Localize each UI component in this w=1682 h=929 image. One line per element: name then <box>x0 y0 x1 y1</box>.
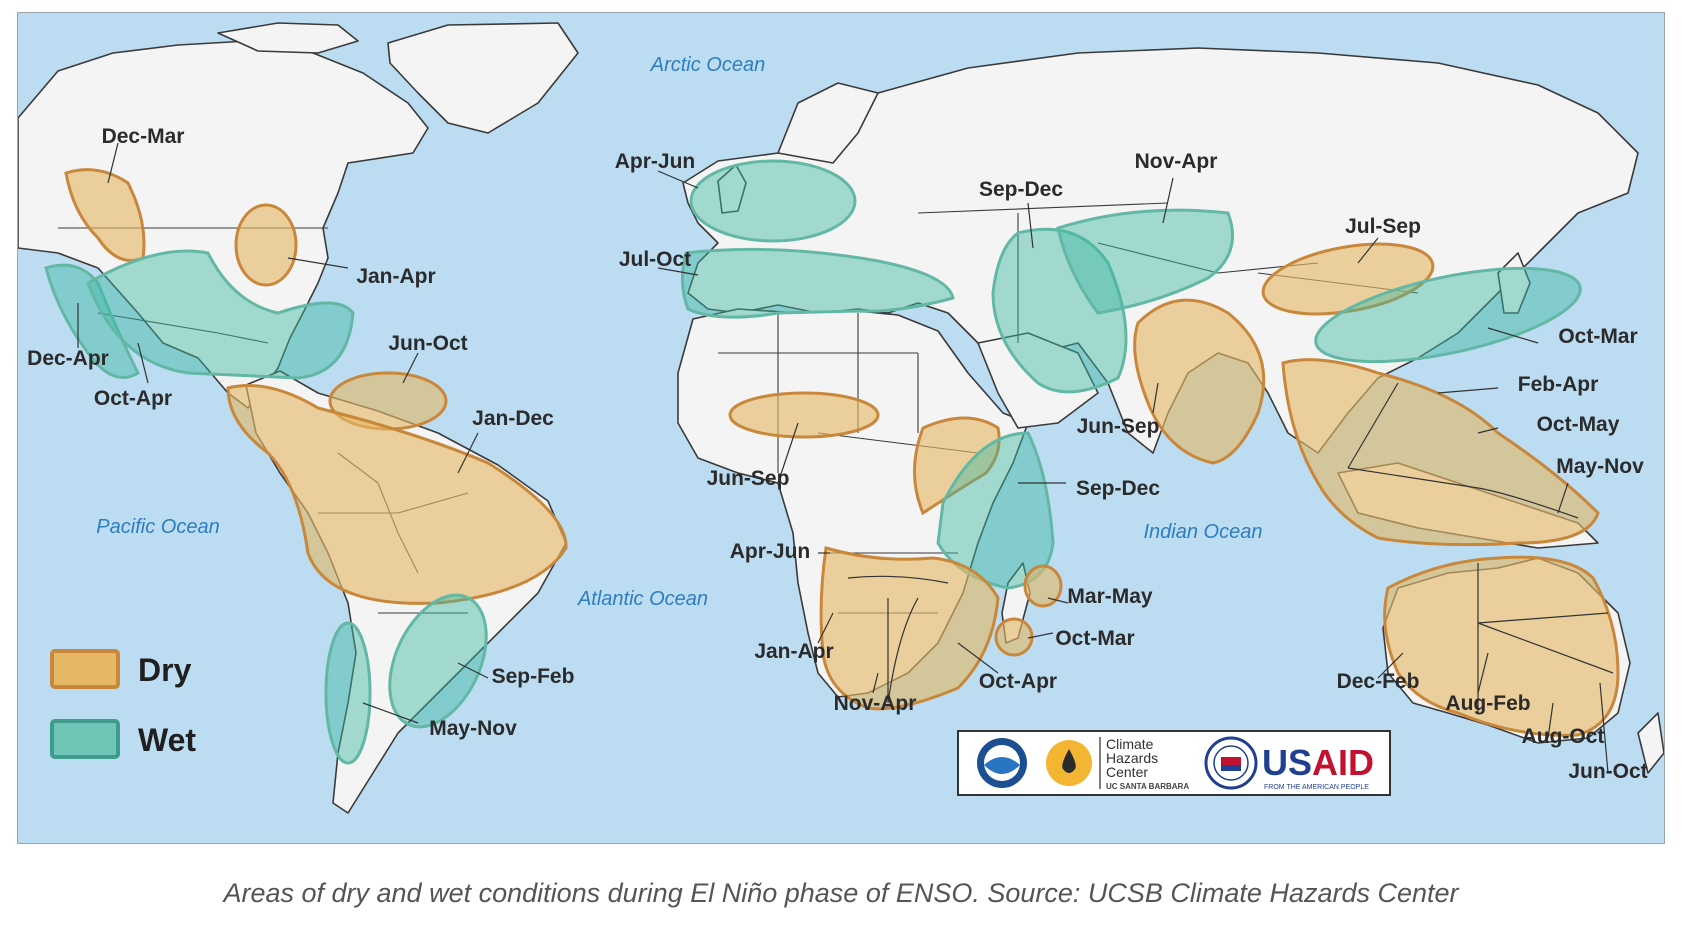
region-mediterranean-wet <box>681 247 955 319</box>
legend-dry-label: Dry <box>138 652 192 688</box>
legend-dry-swatch <box>50 649 120 689</box>
region-southeast-south-america-wet <box>388 593 488 729</box>
label-philippines: Oct-May <box>1537 413 1620 436</box>
label-russia: Nov-Apr <box>1135 150 1218 173</box>
legend: Dry Wet <box>50 649 196 759</box>
chc-line-2: Hazards <box>1106 750 1158 766</box>
region-central-asia-wet <box>991 227 1128 394</box>
label-us-south: Oct-Apr <box>94 387 172 410</box>
label-great-lakes: Jan-Apr <box>356 265 435 288</box>
legend-wet-label: Wet <box>138 722 196 758</box>
label-angola: Apr-Jun <box>730 540 811 563</box>
label-indonesia: May-Nov <box>1556 455 1644 478</box>
label-na-northwest: Dec-Mar <box>102 125 185 148</box>
arabia <box>977 332 1099 429</box>
label-australia-west: Dec-Feb <box>1337 670 1420 693</box>
pacific-ocean-label: Pacific Ocean <box>96 516 219 538</box>
label-chile: May-Nov <box>429 717 517 740</box>
ocean-labels: Arctic Ocean Pacific Ocean Atlantic Ocea… <box>96 54 1262 610</box>
usaid-wordmark: USAID <box>1262 742 1374 783</box>
arctic-ocean-label: Arctic Ocean <box>650 54 765 76</box>
region-labels: Dec-Mar Jan-Apr Dec-Apr Oct-Apr Jun-Oct … <box>27 125 1648 783</box>
sponsor-logos: Climate Hazards Center UC SANTA BARBARA … <box>957 730 1391 796</box>
noaa-logo <box>977 738 1027 788</box>
region-north-china-dry <box>1261 242 1435 316</box>
region-australia-dry <box>1383 555 1620 737</box>
region-northwest-europe-wet <box>689 159 857 243</box>
label-east-africa: Sep-Dec <box>1076 477 1160 500</box>
greenland <box>387 22 579 134</box>
label-central-asia: Sep-Dec <box>979 178 1063 201</box>
region-russia-wet <box>1056 208 1234 315</box>
water-drop-icon <box>1046 740 1092 786</box>
label-australia-central: Aug-Feb <box>1445 692 1530 715</box>
label-madagascar-north: Mar-May <box>1067 585 1153 608</box>
label-southern-africa-west: Jan-Apr <box>754 640 833 663</box>
label-india: Jun-Sep <box>1077 415 1160 438</box>
usaid-tagline: FROM THE AMERICAN PEOPLE <box>1264 784 1369 791</box>
chc-line-3: Center <box>1106 764 1148 780</box>
region-us-south-wet <box>86 249 355 380</box>
region-japan-korea-wet <box>1314 266 1582 364</box>
logo-box <box>957 730 1391 796</box>
uk-ireland <box>717 164 747 214</box>
region-northern-south-america-dry <box>226 384 568 605</box>
label-australia-south: Aug-Oct <box>1522 725 1605 748</box>
region-sahel-dry <box>728 391 880 439</box>
region-madagascar-north-dry <box>1023 564 1063 608</box>
figure-caption: Areas of dry and wet conditions during E… <box>223 878 1459 908</box>
new-zealand <box>1637 712 1664 774</box>
region-chile-wet <box>324 621 372 765</box>
region-east-africa-north-dry <box>913 416 1001 516</box>
label-sahel: Jun-Sep <box>707 467 790 490</box>
climate-regions <box>44 159 1620 765</box>
label-australia-east: Jun-Oct <box>1568 760 1647 783</box>
chc-line-1: Climate <box>1106 736 1154 752</box>
label-japan-korea: Oct-Mar <box>1558 325 1637 348</box>
leader-lines <box>77 142 1609 774</box>
region-southern-africa-dry <box>819 546 1000 711</box>
label-us-west-coast: Dec-Apr <box>27 347 109 370</box>
indian-ocean-label: Indian Ocean <box>1144 521 1263 543</box>
label-northern-south-america: Jan-Dec <box>472 407 554 430</box>
scandinavia <box>777 82 879 164</box>
region-madagascar-south-dry <box>994 617 1034 657</box>
atlantic-ocean-label: Atlantic Ocean <box>577 588 708 610</box>
label-madagascar-south: Oct-Mar <box>1055 627 1134 650</box>
label-caribbean: Jun-Oct <box>388 332 467 355</box>
map-frame: Arctic Ocean Pacific Ocean Atlantic Ocea… <box>17 12 1665 844</box>
label-southeast-south-america: Sep-Feb <box>492 665 575 688</box>
world-map: Arctic Ocean Pacific Ocean Atlantic Ocea… <box>18 13 1664 843</box>
label-northwest-europe: Apr-Jun <box>615 150 696 173</box>
region-great-lakes-dry <box>234 203 298 287</box>
arctic-islands <box>217 22 359 54</box>
region-india-dry <box>1133 298 1266 465</box>
label-southeast-asia: Feb-Apr <box>1518 373 1599 396</box>
label-southern-africa-central: Nov-Apr <box>834 692 917 715</box>
legend-wet-swatch <box>50 719 120 759</box>
chc-line-4: UC SANTA BARBARA <box>1106 782 1189 791</box>
region-us-west-coast-wet <box>44 263 140 379</box>
label-mediterranean: Jul-Oct <box>619 248 691 271</box>
usaid-seal <box>1204 736 1258 790</box>
label-north-china: Jul-Sep <box>1345 215 1421 238</box>
label-southern-africa-east: Oct-Apr <box>979 670 1057 693</box>
